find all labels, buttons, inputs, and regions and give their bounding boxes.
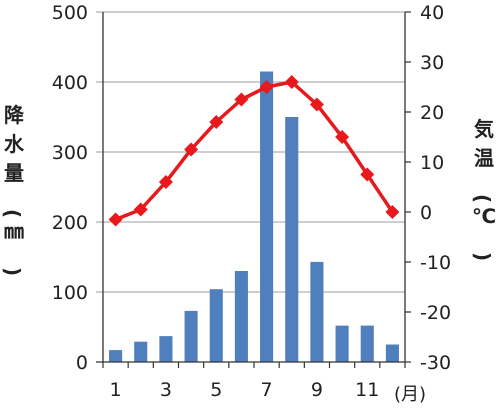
temperature-point xyxy=(209,115,224,129)
left-y-tick-label: 100 xyxy=(52,282,88,304)
right-y-tick-label: 10 xyxy=(420,152,444,174)
temperature-point xyxy=(158,175,173,189)
precipitation-bar xyxy=(285,117,299,362)
temperature-point xyxy=(360,167,375,182)
right-y-tick-label: 40 xyxy=(420,2,444,24)
precipitation-bar xyxy=(310,261,324,362)
temperature-point xyxy=(284,75,299,89)
right-y-tick-label: -30 xyxy=(420,352,451,374)
precipitation-bar xyxy=(385,344,399,362)
temperature-point xyxy=(385,205,400,219)
temperature-point xyxy=(335,130,350,144)
x-tick-label: 5 xyxy=(210,379,222,401)
tick-labels: 0 100 200 300 400 500 -30 -20 -10 0 10 20 30 40 1 3 5 7 9 1… xyxy=(52,2,451,405)
temperature-point xyxy=(234,92,249,107)
temperature-point xyxy=(133,202,148,217)
right-y-tick-label: -20 xyxy=(420,302,451,324)
left-y-tick-label: 500 xyxy=(52,2,88,24)
precipitation-bar xyxy=(260,71,274,362)
precipitation-bar xyxy=(234,271,248,362)
right-y-tick-label: 30 xyxy=(420,52,444,74)
right-y-tick-label: 20 xyxy=(420,102,444,124)
precipitation-bar xyxy=(209,289,223,362)
x-unit-label: (月) xyxy=(394,384,426,405)
temperature-point xyxy=(184,142,199,157)
temperature-point xyxy=(259,80,274,94)
precipitation-bar xyxy=(109,350,123,362)
x-tick-label: 7 xyxy=(261,379,273,401)
precipitation-bars xyxy=(109,71,399,362)
precipitation-bar xyxy=(360,325,374,362)
left-axis-title: 降水量(㎜) xyxy=(0,103,25,276)
temperature-line xyxy=(108,75,400,227)
axes xyxy=(96,11,411,368)
temperature-point xyxy=(309,97,324,112)
left-y-tick-label: 0 xyxy=(76,352,88,374)
right-y-tick-label: 0 xyxy=(420,202,432,224)
gridlines xyxy=(96,11,405,293)
precipitation-bar xyxy=(335,325,349,362)
left-y-tick-label: 300 xyxy=(52,142,88,164)
x-tick-label: 11 xyxy=(355,379,379,401)
left-y-tick-label: 200 xyxy=(52,212,88,234)
axis-titles: 降水量(㎜) 気温(℃) xyxy=(0,103,496,276)
x-tick-label: 3 xyxy=(160,379,172,401)
temperature-point xyxy=(108,212,123,227)
right-axis-title: 気温(℃) xyxy=(470,117,496,261)
precipitation-bar xyxy=(159,336,173,362)
precipitation-bar xyxy=(134,341,148,362)
temperature-series-line xyxy=(114,80,394,222)
x-tick-label: 1 xyxy=(110,379,122,401)
right-y-tick-label: -10 xyxy=(420,252,451,274)
left-y-tick-label: 400 xyxy=(52,72,88,94)
x-tick-label: 9 xyxy=(311,379,323,401)
precipitation-bar xyxy=(184,310,198,362)
